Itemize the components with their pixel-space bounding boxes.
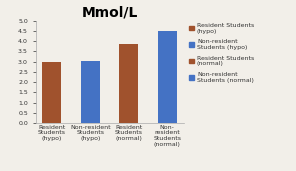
Title: Mmol/L: Mmol/L xyxy=(81,5,138,19)
Bar xyxy=(42,62,62,123)
Legend: Resident Students
(hypo), Non-resident
Students (hypo), Resident Students
(norma: Resident Students (hypo), Non-resident S… xyxy=(188,22,255,84)
Bar xyxy=(119,44,138,123)
Bar xyxy=(157,31,177,123)
Bar xyxy=(81,61,100,123)
